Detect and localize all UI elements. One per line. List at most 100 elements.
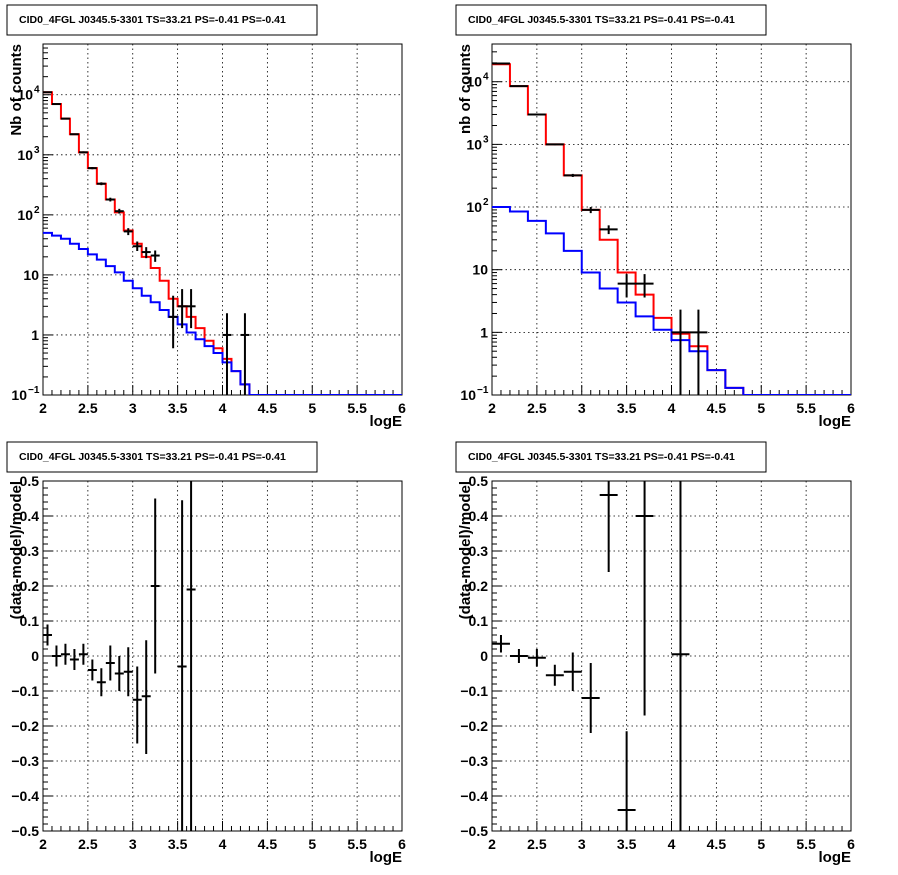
- x-tick-label: 2.5: [527, 400, 547, 416]
- x-tick-label: 5: [757, 836, 765, 852]
- y-tick-label: −0.3: [11, 753, 39, 769]
- grid: [492, 44, 851, 395]
- data-point: [635, 481, 654, 716]
- y-tick-label: 0.4: [469, 508, 489, 524]
- data-point: [635, 274, 654, 298]
- data-point: [617, 274, 636, 298]
- data-point: [186, 289, 196, 329]
- y-tick-label: −0.1: [460, 683, 488, 699]
- grid: [43, 481, 402, 831]
- x-tick-label: 2.5: [78, 400, 98, 416]
- data-point: [509, 649, 528, 663]
- y-tick-label: 1: [31, 327, 39, 343]
- x-tick-label: 4: [219, 836, 227, 852]
- chart-panel-2: CID0_4FGL J0345.5-3301 TS=33.21 PS=-0.41…: [455, 4, 855, 430]
- data-points: [43, 481, 196, 831]
- x-axis-label: logE: [819, 849, 852, 866]
- data-point: [78, 151, 88, 154]
- x-axis-ticks: [42, 821, 403, 831]
- data-point: [545, 143, 564, 146]
- y-tick-label: 0: [480, 648, 488, 664]
- chart-panel-1: CID0_4FGL J0345.5-3301 TS=33.21 PS=-0.41…: [6, 4, 406, 430]
- data-point: [599, 225, 618, 235]
- data-point: [150, 250, 160, 262]
- data-point: [177, 500, 187, 831]
- x-tick-label: 5: [757, 400, 765, 416]
- x-tick-label: 5.5: [347, 400, 367, 416]
- x-axis-ticks: [42, 385, 403, 395]
- histogram-series-2: [492, 206, 851, 395]
- x-tick-label: 3: [578, 836, 586, 852]
- y-tick-label: 10: [466, 199, 482, 215]
- data-point: [492, 635, 510, 653]
- x-tick-label: 2: [39, 400, 47, 416]
- chart-title: CID0_4FGL J0345.5-3301 TS=33.21 PS=-0.41…: [19, 451, 286, 463]
- y-axis-ticks: [43, 43, 53, 396]
- data-point: [123, 647, 133, 697]
- y-tick-label: −0.3: [460, 753, 488, 769]
- x-tick-label: 5.5: [796, 400, 816, 416]
- data-point: [43, 91, 52, 94]
- y-tick-label: −0.5: [11, 823, 39, 839]
- x-tick-label: 2.5: [527, 836, 547, 852]
- chart-title: CID0_4FGL J0345.5-3301 TS=33.21 PS=-0.41…: [468, 14, 735, 26]
- grid: [43, 44, 402, 395]
- data-point: [105, 197, 115, 202]
- data-point: [509, 85, 528, 88]
- y-tick-label: 10: [17, 147, 33, 163]
- data-point: [132, 666, 142, 744]
- x-tick-label: 2: [488, 400, 496, 416]
- y-tick-exponent: 2: [483, 197, 489, 208]
- data-point: [527, 649, 546, 667]
- y-tick-label: −0.5: [460, 823, 488, 839]
- y-tick-label: 1: [480, 324, 488, 340]
- x-axis-label: logE: [819, 413, 852, 430]
- y-tick-label: −0.4: [460, 788, 488, 804]
- x-tick-label: 5: [308, 400, 316, 416]
- x-axis-ticks: [491, 385, 852, 395]
- histogram-series-2: [43, 231, 402, 395]
- x-tick-label: 5.5: [347, 836, 367, 852]
- y-tick-label: 10: [23, 267, 39, 283]
- data-point: [87, 659, 97, 681]
- x-tick-label: 6: [847, 400, 855, 416]
- grid: [492, 481, 851, 831]
- y-tick-exponent: 4: [34, 85, 40, 96]
- title-box: [455, 441, 767, 473]
- data-point: [581, 663, 600, 733]
- data-point: [581, 207, 600, 214]
- data-point: [141, 247, 151, 259]
- y-tick-label: 10: [11, 387, 27, 403]
- x-tick-label: 5.5: [796, 836, 816, 852]
- data-point: [222, 313, 232, 395]
- y-tick-label: 0.5: [469, 473, 489, 489]
- x-tick-label: 4: [668, 400, 676, 416]
- y-tick-label: −0.1: [11, 683, 39, 699]
- x-tick-label: 3: [578, 400, 586, 416]
- data-point: [563, 173, 582, 177]
- data-point: [51, 103, 61, 106]
- y-tick-label: 0.3: [20, 543, 40, 559]
- x-tick-label: 4.5: [707, 836, 727, 852]
- data-point: [51, 645, 61, 667]
- x-axis-label: logE: [370, 849, 403, 866]
- y-tick-label: 10: [460, 387, 476, 403]
- data-point: [617, 731, 636, 831]
- data-point: [69, 133, 79, 136]
- x-axis-label: logE: [370, 413, 403, 430]
- x-tick-label: 3: [129, 836, 137, 852]
- y-axis-label: (data-model)/model: [8, 481, 25, 619]
- y-tick-exponent: 3: [483, 134, 489, 145]
- data-point: [123, 228, 133, 236]
- chart-title: CID0_4FGL J0345.5-3301 TS=33.21 PS=-0.41…: [468, 451, 735, 463]
- data-point: [527, 113, 546, 116]
- x-tick-label: 5: [308, 836, 316, 852]
- x-tick-label: 3.5: [168, 400, 188, 416]
- data-point: [132, 241, 142, 252]
- y-tick-exponent: 2: [34, 205, 40, 216]
- y-tick-label: 0.1: [20, 613, 40, 629]
- title-box: [6, 441, 318, 473]
- y-tick-label: −0.4: [11, 788, 39, 804]
- chart-title: CID0_4FGL J0345.5-3301 TS=33.21 PS=-0.41…: [19, 14, 286, 26]
